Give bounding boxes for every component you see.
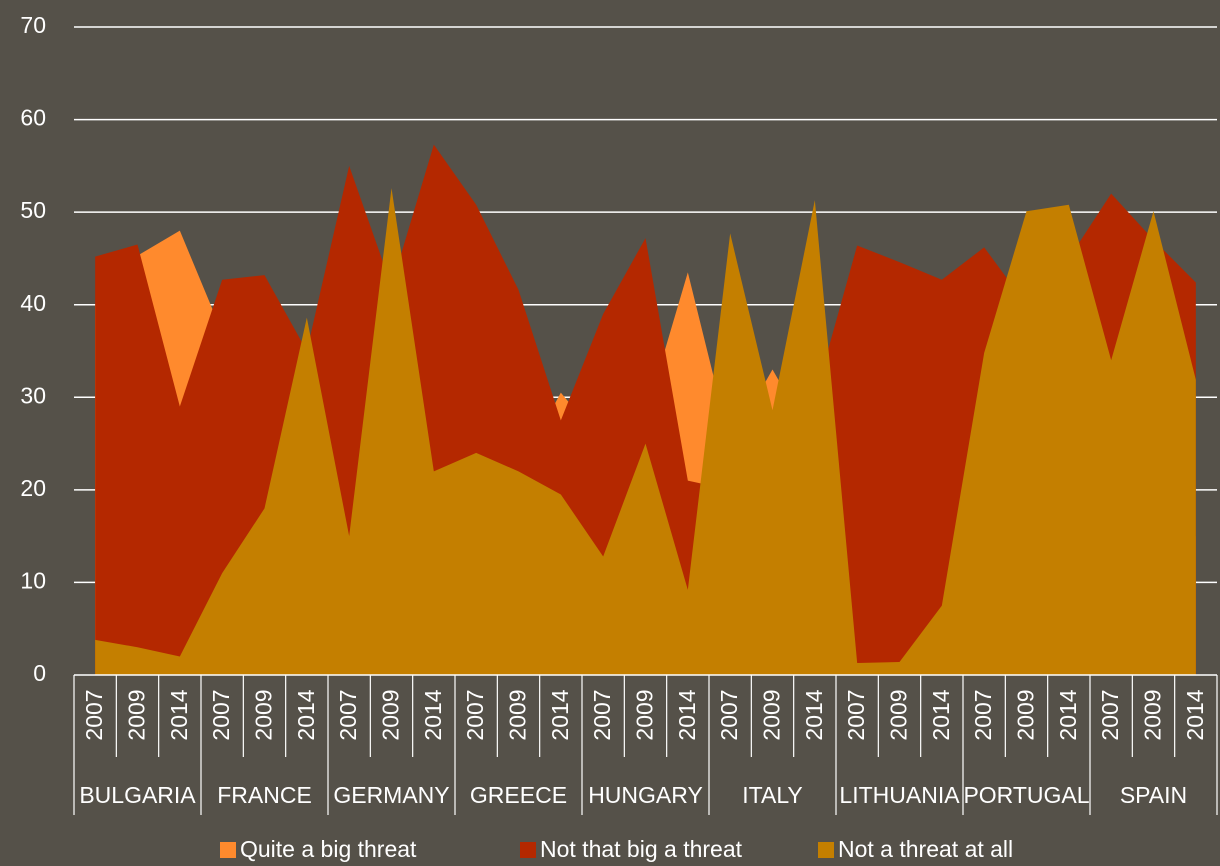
x-tick-label: 2009 bbox=[505, 689, 531, 740]
x-tick-label: 2009 bbox=[632, 689, 658, 740]
x-tick-label: 2014 bbox=[293, 689, 319, 740]
legend-swatch bbox=[520, 842, 536, 858]
area bbox=[95, 188, 1196, 675]
x-tick-label: 2014 bbox=[1182, 689, 1208, 740]
y-tick-label: 30 bbox=[20, 382, 46, 408]
group-label: GERMANY bbox=[333, 782, 449, 808]
x-tick-label: 2007 bbox=[716, 689, 742, 740]
x-tick-label: 2009 bbox=[124, 689, 150, 740]
x-tick-label: 2007 bbox=[462, 689, 488, 740]
legend-swatch bbox=[818, 842, 834, 858]
group-label: GREECE bbox=[470, 782, 567, 808]
x-tick-label: 2009 bbox=[886, 689, 912, 740]
group-label: FRANCE bbox=[217, 782, 312, 808]
group-label: BULGARIA bbox=[79, 782, 196, 808]
y-tick-label: 20 bbox=[20, 475, 46, 501]
group-label: LITHUANIA bbox=[839, 782, 960, 808]
y-tick-label: 60 bbox=[20, 105, 46, 131]
x-tick-label: 2009 bbox=[759, 689, 785, 740]
y-tick-label: 50 bbox=[20, 197, 46, 223]
y-tick-label: 40 bbox=[20, 290, 46, 316]
x-tick-label: 2007 bbox=[81, 689, 107, 740]
x-tick-label: 2007 bbox=[589, 689, 615, 740]
x-tick-label: 2014 bbox=[928, 689, 954, 740]
group-label: ITALY bbox=[742, 782, 803, 808]
x-tick-label: 2014 bbox=[801, 689, 827, 740]
x-tick-label: 2009 bbox=[251, 689, 277, 740]
x-tick-label: 2007 bbox=[970, 689, 996, 740]
x-tick-label: 2007 bbox=[208, 689, 234, 740]
x-tick-label: 2007 bbox=[335, 689, 361, 740]
x-tick-label: 2009 bbox=[378, 689, 404, 740]
x-tick-label: 2009 bbox=[1013, 689, 1039, 740]
x-tick-label: 2014 bbox=[674, 689, 700, 740]
group-label: HUNGARY bbox=[588, 782, 703, 808]
legend-swatch bbox=[220, 842, 236, 858]
group-label: SPAIN bbox=[1120, 782, 1187, 808]
x-tick-label: 2014 bbox=[1055, 689, 1081, 740]
y-tick-label: 70 bbox=[20, 12, 46, 38]
x-tick-label: 2014 bbox=[420, 689, 446, 740]
x-tick-label: 2014 bbox=[166, 689, 192, 740]
y-tick-label: 10 bbox=[20, 568, 46, 594]
x-tick-label: 2014 bbox=[547, 689, 573, 740]
x-tick-label: 2007 bbox=[1097, 689, 1123, 740]
legend-label: Not that big a threat bbox=[540, 836, 743, 862]
y-tick-label: 0 bbox=[33, 660, 46, 686]
group-label: PORTUGAL bbox=[963, 782, 1089, 808]
x-tick-label: 2007 bbox=[843, 689, 869, 740]
x-tick-label: 2009 bbox=[1140, 689, 1166, 740]
legend-label: Quite a big threat bbox=[240, 836, 417, 862]
legend-label: Not a threat at all bbox=[838, 836, 1013, 862]
